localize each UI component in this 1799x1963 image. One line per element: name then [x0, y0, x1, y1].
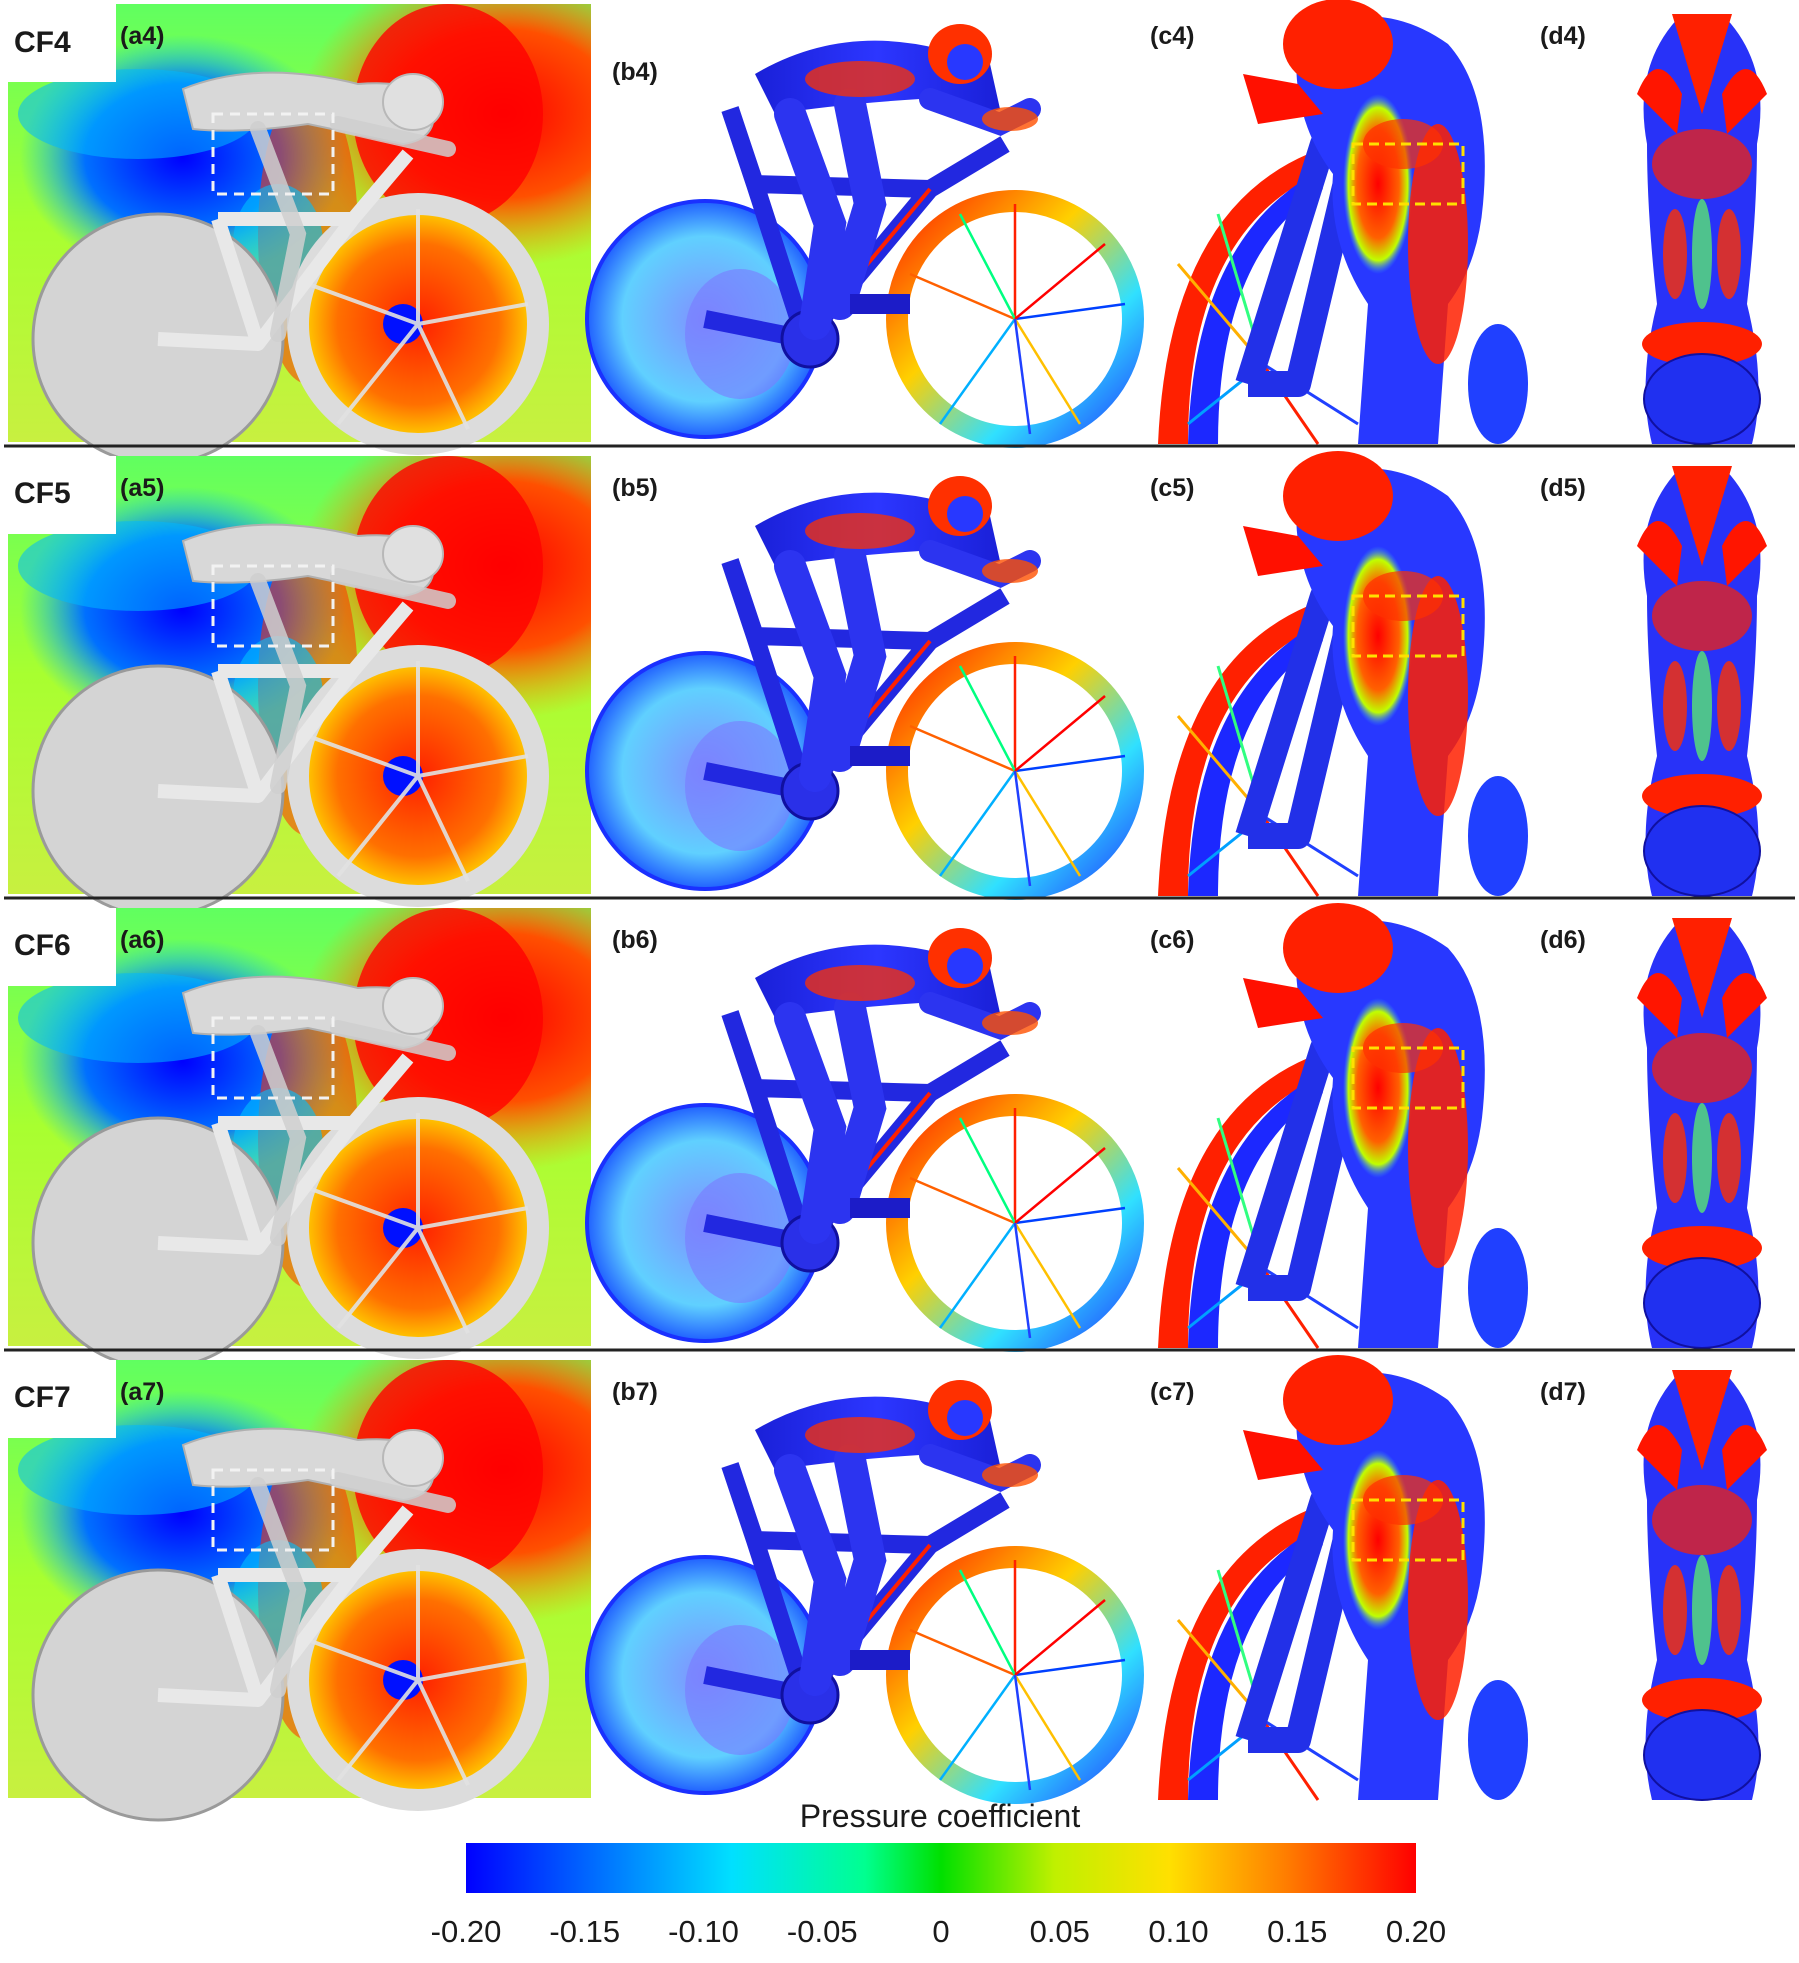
panel-c6-close-up: [1148, 903, 1538, 1348]
panel-label-d: (d7): [1540, 1378, 1586, 1406]
config-label: CF5: [14, 477, 71, 510]
row-cf5: CF5 (a5) (b5) (c5) (d5): [8, 451, 1768, 916]
panel-c4-close-up: [1148, 0, 1538, 444]
panel-label-b: (b6): [612, 926, 658, 954]
colorbar-tick-label: 0.20: [1386, 1914, 1446, 1949]
colorbar-gradient: [466, 1843, 1416, 1893]
row-cf7: CF7 (a7) (b7) (c7) (d7): [8, 1355, 1768, 1820]
colorbar-tick-label: 0.05: [1030, 1914, 1090, 1949]
panel-label-a: (a5): [120, 474, 164, 502]
panel-b4-surface-pressure: [587, 24, 1133, 437]
config-label-box: [8, 4, 116, 82]
panel-label-b: (b5): [612, 474, 658, 502]
config-label-box: [8, 908, 116, 986]
colorbar: Pressure coefficient -0.20 -0.15 -0.10 -0.0…: [431, 1798, 1447, 1949]
panel-label-b: (b7): [612, 1378, 658, 1406]
config-label-box: [8, 1360, 116, 1438]
colorbar-tick-label: -0.15: [549, 1914, 620, 1949]
colorbar-tick-label: -0.10: [668, 1914, 739, 1949]
panel-c5-close-up: [1148, 451, 1538, 896]
panel-label-a: (a6): [120, 926, 164, 954]
row-cf6: CF6 (a6) (b6) (c6) (d6): [8, 903, 1768, 1368]
colorbar-tick-label: -0.05: [787, 1914, 858, 1949]
panel-b5-surface-pressure: [587, 476, 1133, 889]
panel-d5-top-view: [1636, 465, 1768, 897]
colorbar-tick-label: 0.15: [1267, 1914, 1327, 1949]
panel-d6-top-view: [1636, 917, 1768, 1349]
colorbar-tick-label: 0.10: [1148, 1914, 1208, 1949]
config-label: CF6: [14, 929, 71, 962]
panel-label-d: (d4): [1540, 22, 1586, 50]
config-label: CF4: [14, 26, 71, 59]
colorbar-title: Pressure coefficient: [800, 1798, 1081, 1834]
panel-d4-top-view: [1636, 13, 1768, 445]
colorbar-tick-label: 0: [932, 1914, 949, 1949]
panel-d7-top-view: [1636, 1369, 1768, 1801]
config-label: CF7: [14, 1381, 71, 1414]
panel-c7-close-up: [1148, 1355, 1538, 1800]
panel-label-a: (a4): [120, 22, 164, 50]
config-label-box: [8, 456, 116, 534]
panel-b7-surface-pressure: [587, 1380, 1133, 1793]
panel-label-c: (c5): [1150, 474, 1194, 502]
row-cf4: CF4 (a4) (b4) (c4) (d4): [8, 0, 1768, 464]
panel-label-c: (c4): [1150, 22, 1194, 50]
colorbar-tick-label: -0.20: [431, 1914, 502, 1949]
panel-label-d: (d5): [1540, 474, 1586, 502]
panel-b6-surface-pressure: [587, 928, 1133, 1341]
panel-label-c: (c6): [1150, 926, 1194, 954]
panel-label-d: (d6): [1540, 926, 1586, 954]
colorbar-ticks: -0.20 -0.15 -0.10 -0.05 0 0.05 0.10 0.15 0.20: [431, 1914, 1447, 1949]
panel-label-a: (a7): [120, 1378, 164, 1406]
panel-label-b: (b4): [612, 58, 658, 86]
panel-label-c: (c7): [1150, 1378, 1194, 1406]
